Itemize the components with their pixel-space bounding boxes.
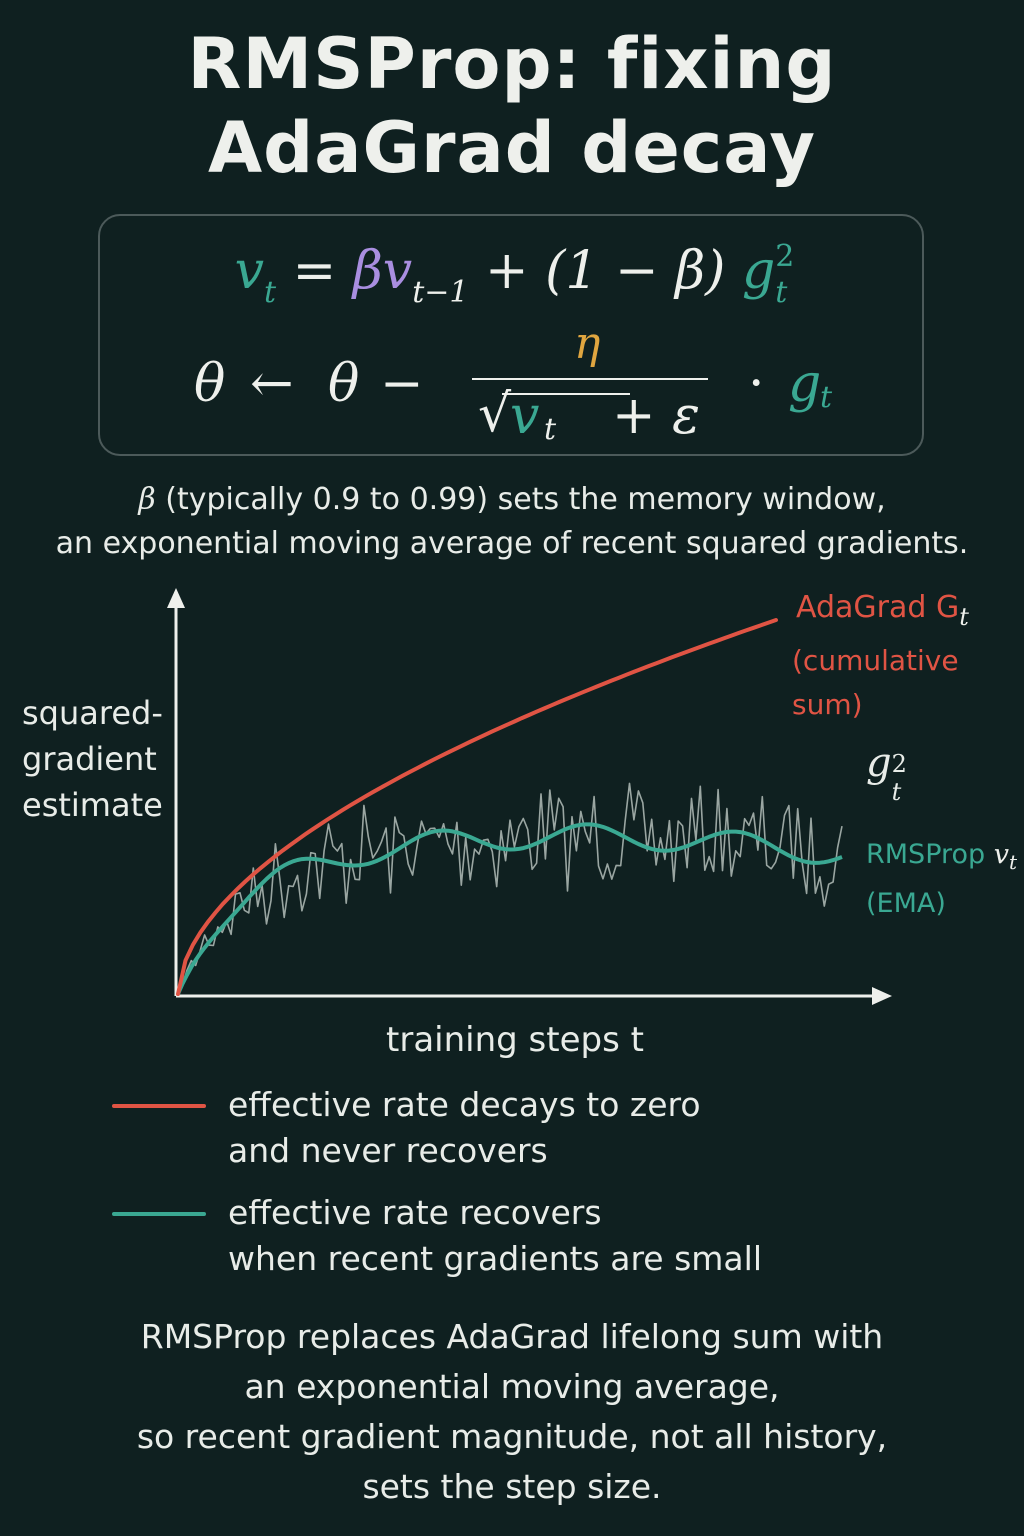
- g-subscript: t: [775, 275, 788, 310]
- y-axis-label: squared- gradient estimate: [22, 690, 172, 828]
- dot-symbol: ·: [748, 354, 765, 414]
- adagrad-note: (cumulative sum): [792, 644, 959, 721]
- rmsprop-ema-series: [176, 822, 843, 995]
- y-label-line-1: squared-: [22, 694, 163, 732]
- arrow-symbol: ←: [250, 354, 294, 414]
- rmsprop-note: (EMA): [866, 888, 946, 919]
- g-symbol-2: g: [788, 354, 822, 414]
- legend-item-rmsprop: effective rate recovers when recent grad…: [112, 1190, 912, 1286]
- g-subscript-2: t: [820, 380, 833, 415]
- g-label-sup: 2: [891, 750, 907, 778]
- one-minus-beta: (1 − β): [545, 241, 726, 301]
- x-axis: [176, 987, 892, 1005]
- legend-item-adagrad: effective rate decays to zero and never …: [112, 1082, 912, 1178]
- v-subscript-2: t: [544, 412, 557, 447]
- x-axis-arrow-icon: [872, 987, 892, 1005]
- title-line-2: AdaGrad decay: [208, 107, 816, 189]
- summary-line-3: so recent gradient magnitude, not all hi…: [136, 1417, 888, 1456]
- legend-adagrad-line-2: and never recovers: [228, 1131, 548, 1170]
- rmsprop-label-text: RMSProp: [866, 839, 994, 870]
- eta-symbol: η: [574, 318, 601, 369]
- rmsprop-label-sub: t: [1009, 850, 1018, 874]
- legend-text-adagrad: effective rate decays to zero and never …: [228, 1082, 701, 1174]
- chart: [167, 588, 892, 1005]
- equals-sign: =: [292, 241, 337, 301]
- plus-sign: +: [485, 241, 529, 301]
- plus-epsilon: + ε: [612, 386, 701, 446]
- caption-beta: β: [138, 482, 156, 517]
- x-axis-label: training steps t: [386, 1020, 644, 1060]
- summary-line-4: sets the step size.: [362, 1467, 662, 1506]
- legend-line-red: [112, 1104, 206, 1108]
- g-label-sub: t: [891, 778, 902, 806]
- adagrad-label: AdaGrad Gt (cumulative sum): [792, 586, 1024, 727]
- y-axis: [167, 588, 185, 996]
- y-axis-arrow-icon: [167, 588, 185, 608]
- sqrt-vinculum: [502, 393, 630, 395]
- title-line-1: RMSProp: fixing: [187, 23, 837, 105]
- legend-text-rmsprop: effective rate recovers when recent grad…: [228, 1190, 762, 1282]
- v-symbol-2: v: [510, 386, 540, 446]
- adagrad-label-sub: t: [959, 603, 969, 631]
- g-label: g: [866, 740, 892, 786]
- summary: RMSProp replaces AdaGrad lifelong sum wi…: [0, 1312, 1024, 1512]
- adagrad-cumulative-series: [176, 618, 778, 996]
- caption: β (typically 0.9 to 0.99) sets the memor…: [0, 478, 1024, 566]
- caption-line-2: an exponential moving average of recent …: [55, 526, 969, 561]
- caption-line-1: (typically 0.9 to 0.99) sets the memory …: [155, 482, 886, 517]
- formula-update: θ ← θ − η √ v t + ε · g t: [100, 318, 922, 447]
- page-title: RMSProp: fixing AdaGrad decay: [0, 22, 1024, 190]
- rmsprop-label-v: v: [993, 839, 1010, 870]
- gradient-squared-series: [177, 782, 843, 995]
- adagrad-label-text: AdaGrad G: [796, 590, 960, 625]
- v-subscript: t: [264, 275, 277, 310]
- rmsprop-label: RMSProp vt (EMA): [866, 834, 1017, 925]
- beta-symbol: β: [352, 241, 383, 301]
- summary-line-2: an exponential moving average,: [244, 1367, 780, 1406]
- y-label-line-2: gradient: [22, 740, 157, 778]
- g-symbol: g: [742, 241, 776, 301]
- legend-adagrad-line-1: effective rate decays to zero: [228, 1085, 701, 1124]
- legend-rmsprop-line-1: effective rate recovers: [228, 1193, 602, 1232]
- v-symbol: v: [234, 241, 265, 301]
- y-label-line-3: estimate: [22, 786, 163, 824]
- v-prev-symbol: v: [382, 241, 413, 301]
- legend-line-teal: [112, 1212, 206, 1216]
- summary-line-1: RMSProp replaces AdaGrad lifelong sum wi…: [140, 1317, 884, 1356]
- minus-sign: −: [380, 354, 424, 414]
- legend-rmsprop-line-2: when recent gradients are small: [228, 1239, 762, 1278]
- g-superscript: 2: [775, 239, 795, 274]
- v-prev-subscript: t−1: [412, 275, 469, 310]
- fraction-bar: [472, 378, 708, 380]
- theta-symbol: θ: [194, 354, 226, 414]
- theta-2-symbol: θ: [328, 354, 360, 414]
